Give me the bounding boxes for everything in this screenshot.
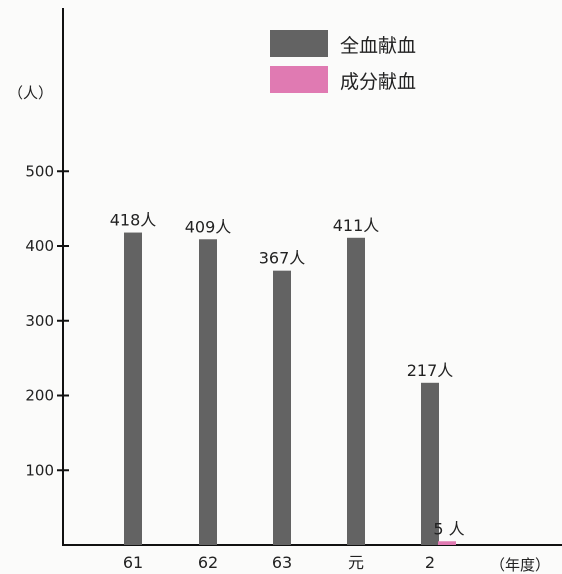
legend-swatch-component-blood xyxy=(270,66,328,93)
x-unit-label: （年度） xyxy=(490,556,550,574)
x-tick-label-61: 61 xyxy=(123,553,143,572)
bars xyxy=(124,232,456,546)
y-tick-label-300: 300 xyxy=(25,312,54,330)
data-label-whole-blood-2: 217人 xyxy=(407,361,454,380)
data-label-whole-blood-61: 418人 xyxy=(110,211,157,230)
bar-whole-blood-63 xyxy=(273,270,291,545)
y-unit-label: （人） xyxy=(8,84,53,102)
data-label-whole-blood-63: 367人 xyxy=(259,249,306,268)
bar-whole-blood-61 xyxy=(124,232,142,546)
data-label-whole-blood-yuan: 411人 xyxy=(333,216,380,235)
bar-whole-blood-yuan xyxy=(347,237,365,545)
legend-label-component-blood: 成分献血 xyxy=(340,71,416,93)
x-tick-label-63: 63 xyxy=(272,553,292,572)
bar-whole-blood-62 xyxy=(199,239,217,545)
x-tick-label-2: 2 xyxy=(425,553,435,572)
y-tick-label-100: 100 xyxy=(25,461,54,479)
bar-whole-blood-2 xyxy=(421,382,439,545)
x-labels: 61 62 63 元 2 xyxy=(123,553,435,572)
x-tick-label-62: 62 xyxy=(198,553,218,572)
y-ticks: 100 200 300 400 500 xyxy=(25,162,69,479)
data-label-component-blood-2: 5 人 xyxy=(433,519,464,538)
bar-component-blood-2 xyxy=(438,541,456,545)
x-tick-label-yuan: 元 xyxy=(348,553,364,572)
y-tick-label-200: 200 xyxy=(25,387,54,405)
data-labels: 418人 409人 367人 411人 217人 5 人 xyxy=(110,211,465,539)
legend-swatch-whole-blood xyxy=(270,30,328,57)
y-tick-label-400: 400 xyxy=(25,237,54,255)
y-tick-label-500: 500 xyxy=(25,162,54,180)
data-label-whole-blood-62: 409人 xyxy=(185,217,232,236)
legend: 全血献血 成分献血 xyxy=(270,30,416,93)
legend-label-whole-blood: 全血献血 xyxy=(340,35,416,57)
